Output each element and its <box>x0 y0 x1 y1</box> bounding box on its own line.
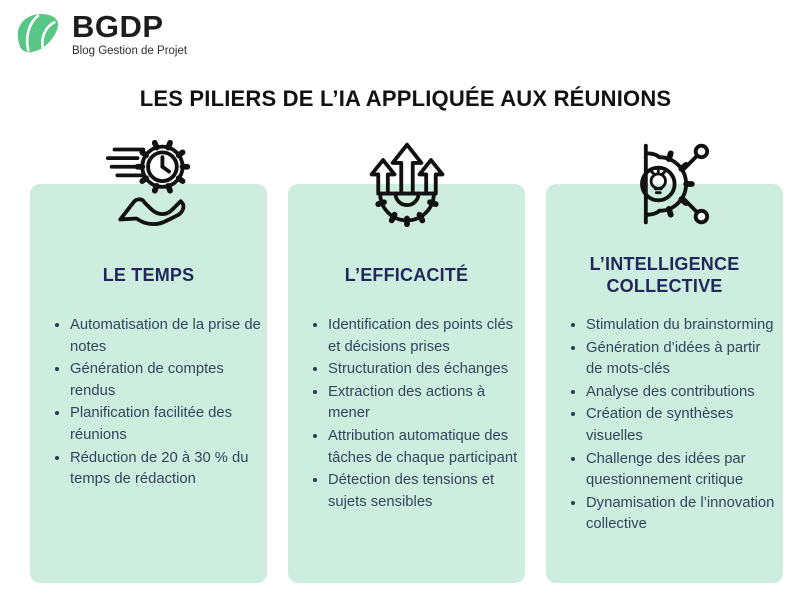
list-item: Détection des tensions et sujets sensibl… <box>328 470 519 513</box>
logo: BGDP Blog Gestion de Projet <box>12 8 187 60</box>
bullet-list: Automatisation de la prise de notes Géné… <box>44 315 261 491</box>
list-item: Génération de comptes rendus <box>70 359 261 402</box>
list-item: Structuration des échanges <box>328 359 519 381</box>
list-item: Automatisation de la prise de notes <box>70 315 261 358</box>
logo-leaf-icon <box>17 13 59 53</box>
list-item: Création de synthèses visuelles <box>586 404 777 447</box>
list-item: Attribution automatique des tâches de ch… <box>328 426 519 469</box>
list-item: Génération d’idées à partir de mots-clés <box>586 338 777 381</box>
hand-gear-clock-icon <box>97 138 201 230</box>
pillar-le-temps: LE TEMPS Automatisation de la prise de n… <box>30 138 267 583</box>
brand-name: BGDP <box>72 9 164 44</box>
pillar-efficacite: L’EFFICACITÉ Identification des points c… <box>288 138 525 583</box>
pillar-card: L’INTELLIGENCE COLLECTIVE Stimulation du… <box>546 184 783 583</box>
pillars-row: LE TEMPS Automatisation de la prise de n… <box>30 138 783 583</box>
gear-lightbulb-network-icon <box>613 138 717 230</box>
bullet-list: Stimulation du brainstorming Génération … <box>560 315 777 536</box>
list-item: Challenge des idées par questionnement c… <box>586 449 777 492</box>
list-item: Dynamisation de l’innovation collective <box>586 493 777 536</box>
list-item: Analyse des contributions <box>586 382 777 404</box>
list-item: Identification des points clés et décisi… <box>328 315 519 358</box>
pillar-card: LE TEMPS Automatisation de la prise de n… <box>30 184 267 583</box>
brand-tagline: Blog Gestion de Projet <box>72 45 188 57</box>
arrows-up-gear-icon <box>355 138 459 230</box>
page-title: LES PILIERS DE L’IA APPLIQUÉE AUX RÉUNIO… <box>139 86 672 111</box>
list-item: Extraction des actions à mener <box>328 382 519 425</box>
logo-text: BGDP Blog Gestion de Projet <box>72 11 187 57</box>
list-item: Planification facilitée des réunions <box>70 403 261 446</box>
pillar-heading: L’INTELLIGENCE COLLECTIVE <box>589 254 740 296</box>
pillar-intelligence-collective: L’INTELLIGENCE COLLECTIVE Stimulation du… <box>546 138 783 583</box>
pillar-heading: LE TEMPS <box>102 265 195 286</box>
pillar-card: L’EFFICACITÉ Identification des points c… <box>288 184 525 583</box>
pillar-heading: L’EFFICACITÉ <box>344 265 469 286</box>
list-item: Stimulation du brainstorming <box>586 315 777 337</box>
list-item: Réduction de 20 à 30 % du temps de rédac… <box>70 448 261 491</box>
bullet-list: Identification des points clés et décisi… <box>302 315 519 513</box>
